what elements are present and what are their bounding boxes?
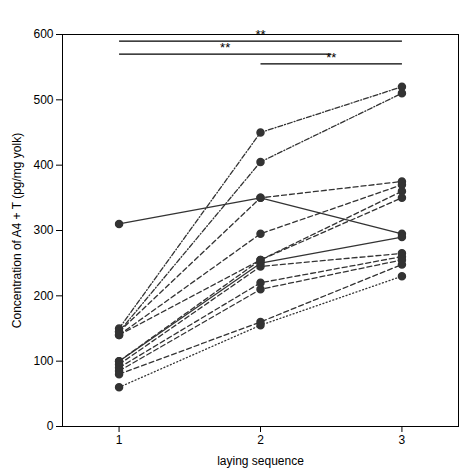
svg-text:1: 1 (116, 433, 123, 447)
svg-text:laying sequence: laying sequence (217, 454, 304, 468)
svg-text:3: 3 (399, 433, 406, 447)
svg-text:**: ** (255, 27, 265, 42)
svg-text:**: ** (326, 50, 336, 65)
svg-text:Concentration of A4 + T (pg/mg: Concentration of A4 + T (pg/mg yolk) (10, 133, 24, 328)
svg-text:200: 200 (33, 289, 53, 303)
svg-text:400: 400 (33, 158, 53, 172)
svg-text:100: 100 (33, 354, 53, 368)
svg-text:600: 600 (33, 27, 53, 41)
svg-text:2: 2 (257, 433, 264, 447)
svg-text:0: 0 (47, 419, 54, 433)
svg-text:**: ** (220, 40, 230, 55)
svg-text:500: 500 (33, 93, 53, 107)
svg-text:300: 300 (33, 223, 53, 237)
